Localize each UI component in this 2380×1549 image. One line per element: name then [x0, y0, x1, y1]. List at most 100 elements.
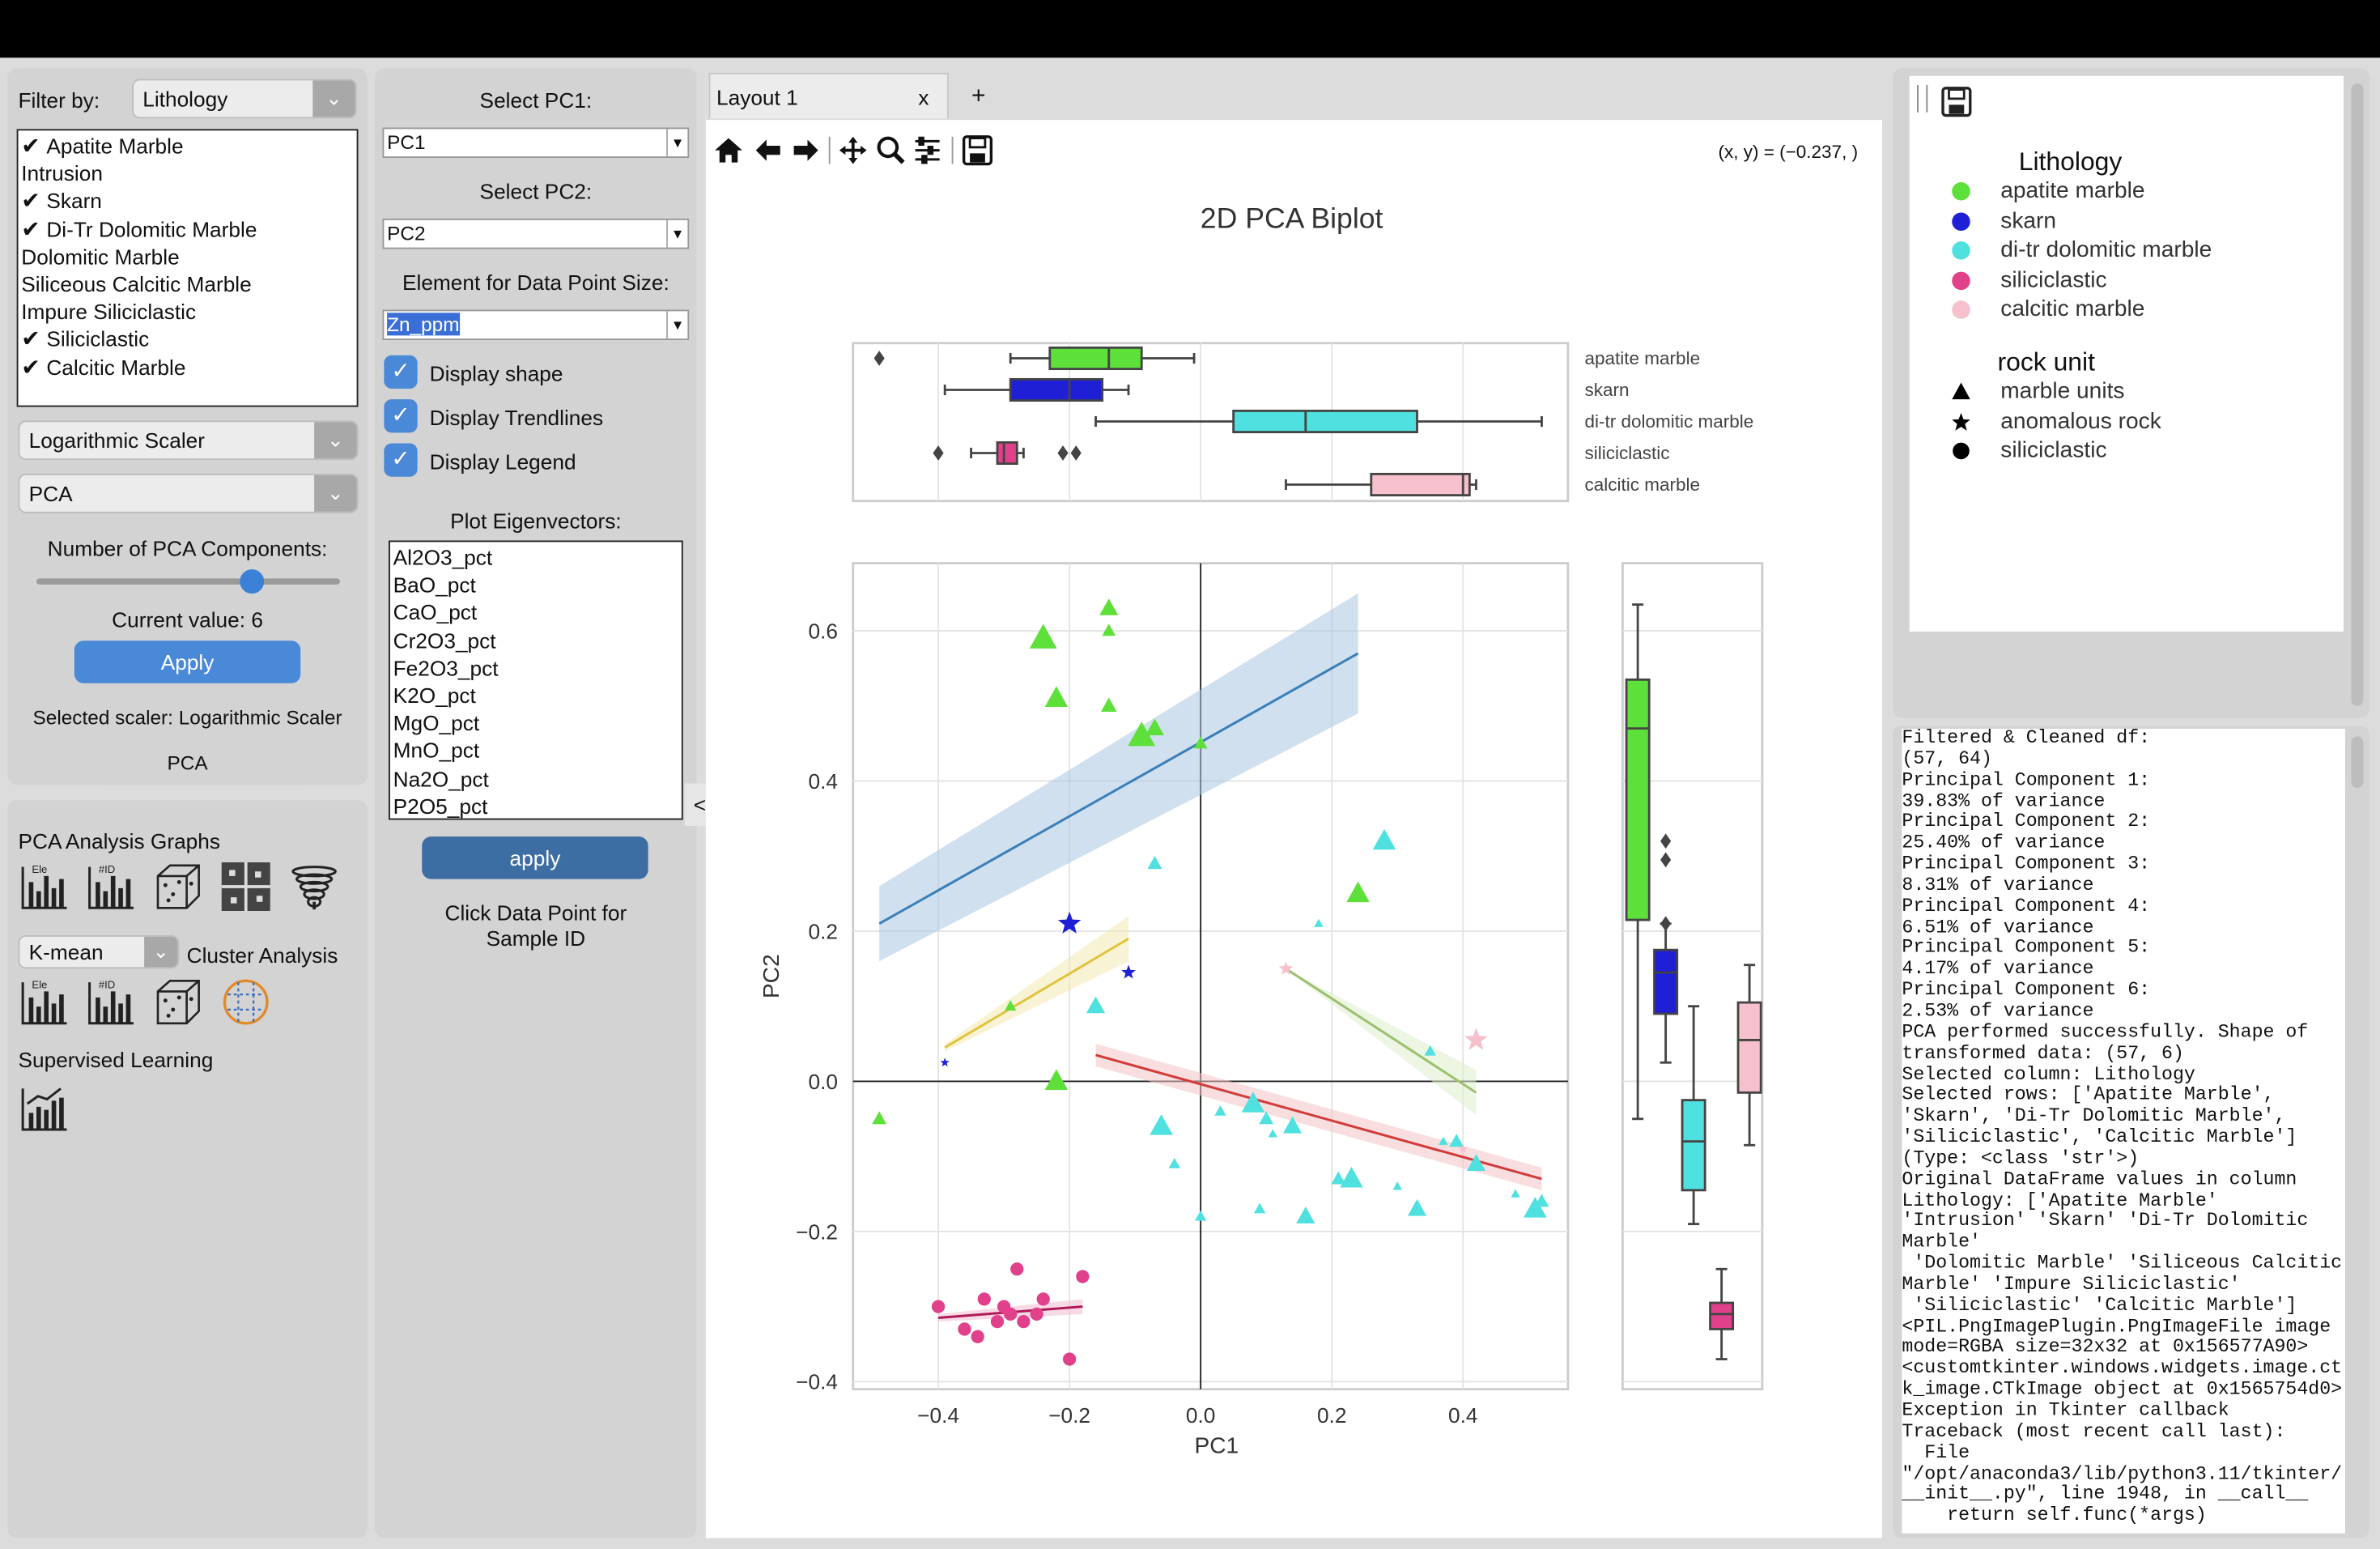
checkbox-icon[interactable]: ✓	[384, 399, 418, 433]
sample-id-graph-icon[interactable]: #ID	[85, 861, 137, 913]
eigenvector-item[interactable]: Al2O3_pct	[390, 543, 682, 571]
eigenvector-item[interactable]: Fe2O3_pct	[390, 654, 682, 682]
data-point-triangle[interactable]	[1466, 1154, 1486, 1171]
data-point-star[interactable]	[1464, 1028, 1488, 1050]
data-point-triangle[interactable]	[1296, 1206, 1315, 1223]
data-point-triangle[interactable]	[1407, 1198, 1427, 1216]
filter-list-item[interactable]: Impure Siliciclastic	[19, 298, 357, 326]
data-point-triangle[interactable]	[1029, 623, 1057, 649]
filter-list-item[interactable]: ✔ Skarn	[19, 187, 357, 215]
data-point-triangle[interactable]	[1005, 1000, 1017, 1011]
chevron-down-icon[interactable]: ▼	[666, 219, 687, 248]
back-arrow-icon[interactable]	[751, 134, 784, 167]
data-point-triangle[interactable]	[1524, 1197, 1547, 1218]
data-point-triangle[interactable]	[1340, 1166, 1363, 1188]
home-icon[interactable]	[712, 134, 745, 167]
data-point-triangle[interactable]	[1253, 1202, 1266, 1214]
data-point-circle[interactable]	[1062, 1352, 1077, 1366]
data-point-triangle[interactable]	[1449, 1134, 1464, 1147]
chevron-down-icon[interactable]: ⌄	[312, 80, 355, 117]
chevron-down-icon[interactable]: ⌄	[314, 422, 357, 459]
scree-plot-icon[interactable]	[288, 861, 340, 913]
data-point-triangle[interactable]	[1100, 697, 1117, 713]
data-point-triangle[interactable]	[1314, 918, 1324, 927]
data-point-triangle[interactable]	[1424, 1045, 1436, 1056]
data-point-circle[interactable]	[990, 1315, 1005, 1329]
checkbox-icon[interactable]: ✓	[384, 443, 418, 477]
data-point-triangle[interactable]	[1147, 856, 1162, 870]
cluster-method-dropdown[interactable]: K-mean ⌄	[18, 935, 180, 969]
data-point-circle[interactable]	[1036, 1292, 1050, 1306]
method-dropdown[interactable]: PCA ⌄	[18, 474, 359, 513]
data-point-circle[interactable]	[1076, 1270, 1090, 1283]
eigenvector-item[interactable]: K2O_pct	[390, 682, 682, 709]
data-point-triangle[interactable]	[1044, 1069, 1069, 1090]
filter-by-dropdown[interactable]: Lithology ⌄	[132, 79, 357, 119]
eigenvector-item[interactable]: BaO_pct	[390, 571, 682, 598]
checkbox-icon[interactable]: ✓	[384, 355, 418, 389]
scaler-dropdown[interactable]: Logarithmic Scaler ⌄	[18, 420, 359, 461]
data-point-star[interactable]	[940, 1057, 950, 1067]
data-point-triangle[interactable]	[1193, 736, 1208, 749]
pan-icon[interactable]	[836, 134, 869, 167]
eigenvector-item[interactable]: CaO_pct	[390, 598, 682, 626]
data-point-triangle[interactable]	[1214, 1105, 1226, 1116]
save-legend-icon[interactable]	[1940, 85, 1973, 118]
biplot-quadrant-icon[interactable]	[220, 861, 272, 913]
data-point-circle[interactable]	[1017, 1315, 1031, 1329]
cluster-element-graph-icon[interactable]: Ele	[19, 977, 70, 1028]
data-point-triangle[interactable]	[1268, 1129, 1277, 1138]
configure-subplots-icon[interactable]	[911, 134, 944, 167]
data-point-triangle[interactable]	[1331, 1171, 1346, 1185]
tab-layout-1[interactable]: Layout 1 x	[708, 73, 949, 119]
data-point-triangle[interactable]	[1534, 1194, 1549, 1207]
eigenvector-item[interactable]: P2O5_pct	[390, 792, 682, 818]
data-point-triangle[interactable]	[872, 1111, 887, 1125]
filter-list-item[interactable]: ✔ Calcitic Marble	[19, 353, 357, 381]
eigenvector-item[interactable]: Cr2O3_pct	[390, 627, 682, 654]
chevron-down-icon[interactable]: ⌄	[144, 936, 178, 968]
data-point-circle[interactable]	[977, 1292, 991, 1306]
lithology-filter-list[interactable]: ✔ Apatite Marble Intrusion ✔ Skarn ✔ Di-Tr Dol…	[16, 129, 359, 407]
eigenvectors-list[interactable]: Al2O3_pct BaO_pct CaO_pct Cr2O3_pct Fe2O3_pc…	[389, 540, 683, 820]
data-point-triangle[interactable]	[1439, 1136, 1448, 1145]
data-point-star[interactable]	[1278, 960, 1294, 975]
cluster-3d-scatter-icon[interactable]	[152, 977, 204, 1028]
pc1-select[interactable]: PC1 ▼	[382, 127, 690, 158]
data-point-triangle[interactable]	[1086, 996, 1106, 1014]
console-scrollbar[interactable]	[2351, 736, 2364, 789]
point-size-select[interactable]: Zn_ppm ▼	[382, 309, 690, 340]
data-point-circle[interactable]	[1004, 1307, 1018, 1321]
filter-list-item[interactable]: ✔ Apatite Marble	[19, 132, 357, 160]
data-point-star[interactable]	[1121, 964, 1136, 979]
data-point-triangle[interactable]	[1259, 1111, 1274, 1125]
data-point-triangle[interactable]	[1511, 1189, 1520, 1198]
element-loadings-graph-icon[interactable]: Ele	[19, 861, 70, 913]
data-point-star[interactable]	[1458, 1143, 1468, 1153]
data-point-triangle[interactable]	[1168, 1157, 1180, 1168]
filter-list-item[interactable]: Intrusion	[19, 160, 357, 187]
data-point-triangle[interactable]	[1195, 1210, 1207, 1221]
data-point-circle[interactable]	[1030, 1307, 1043, 1321]
zoom-icon[interactable]	[874, 134, 907, 167]
data-point-triangle[interactable]	[1392, 1181, 1402, 1190]
data-point-circle[interactable]	[971, 1330, 984, 1343]
forward-arrow-icon[interactable]	[789, 134, 822, 167]
cluster-sample-id-icon[interactable]: #ID	[85, 977, 137, 1028]
filter-list-item[interactable]: Dolomitic Marble	[19, 243, 357, 270]
data-point-star[interactable]	[1057, 911, 1082, 934]
apply-components-button[interactable]: Apply	[74, 640, 301, 683]
eigenvectors-apply-button[interactable]: apply	[422, 836, 648, 879]
data-point-triangle[interactable]	[1150, 1114, 1173, 1135]
close-tab-icon[interactable]: x	[918, 85, 929, 109]
add-tab-button[interactable]: +	[971, 83, 986, 109]
data-point-triangle[interactable]	[1145, 718, 1165, 736]
supervised-learning-icon[interactable]	[19, 1083, 70, 1134]
chevron-down-icon[interactable]: ⌄	[314, 474, 357, 512]
data-point-triangle[interactable]	[1099, 598, 1119, 615]
components-slider-track[interactable]	[36, 578, 340, 585]
data-point-triangle[interactable]	[1283, 1116, 1303, 1134]
filter-list-item[interactable]: ✔ Di-Tr Dolomitic Marble	[19, 215, 357, 242]
data-point-triangle[interactable]	[1346, 881, 1370, 903]
components-slider-knob[interactable]	[240, 569, 265, 594]
